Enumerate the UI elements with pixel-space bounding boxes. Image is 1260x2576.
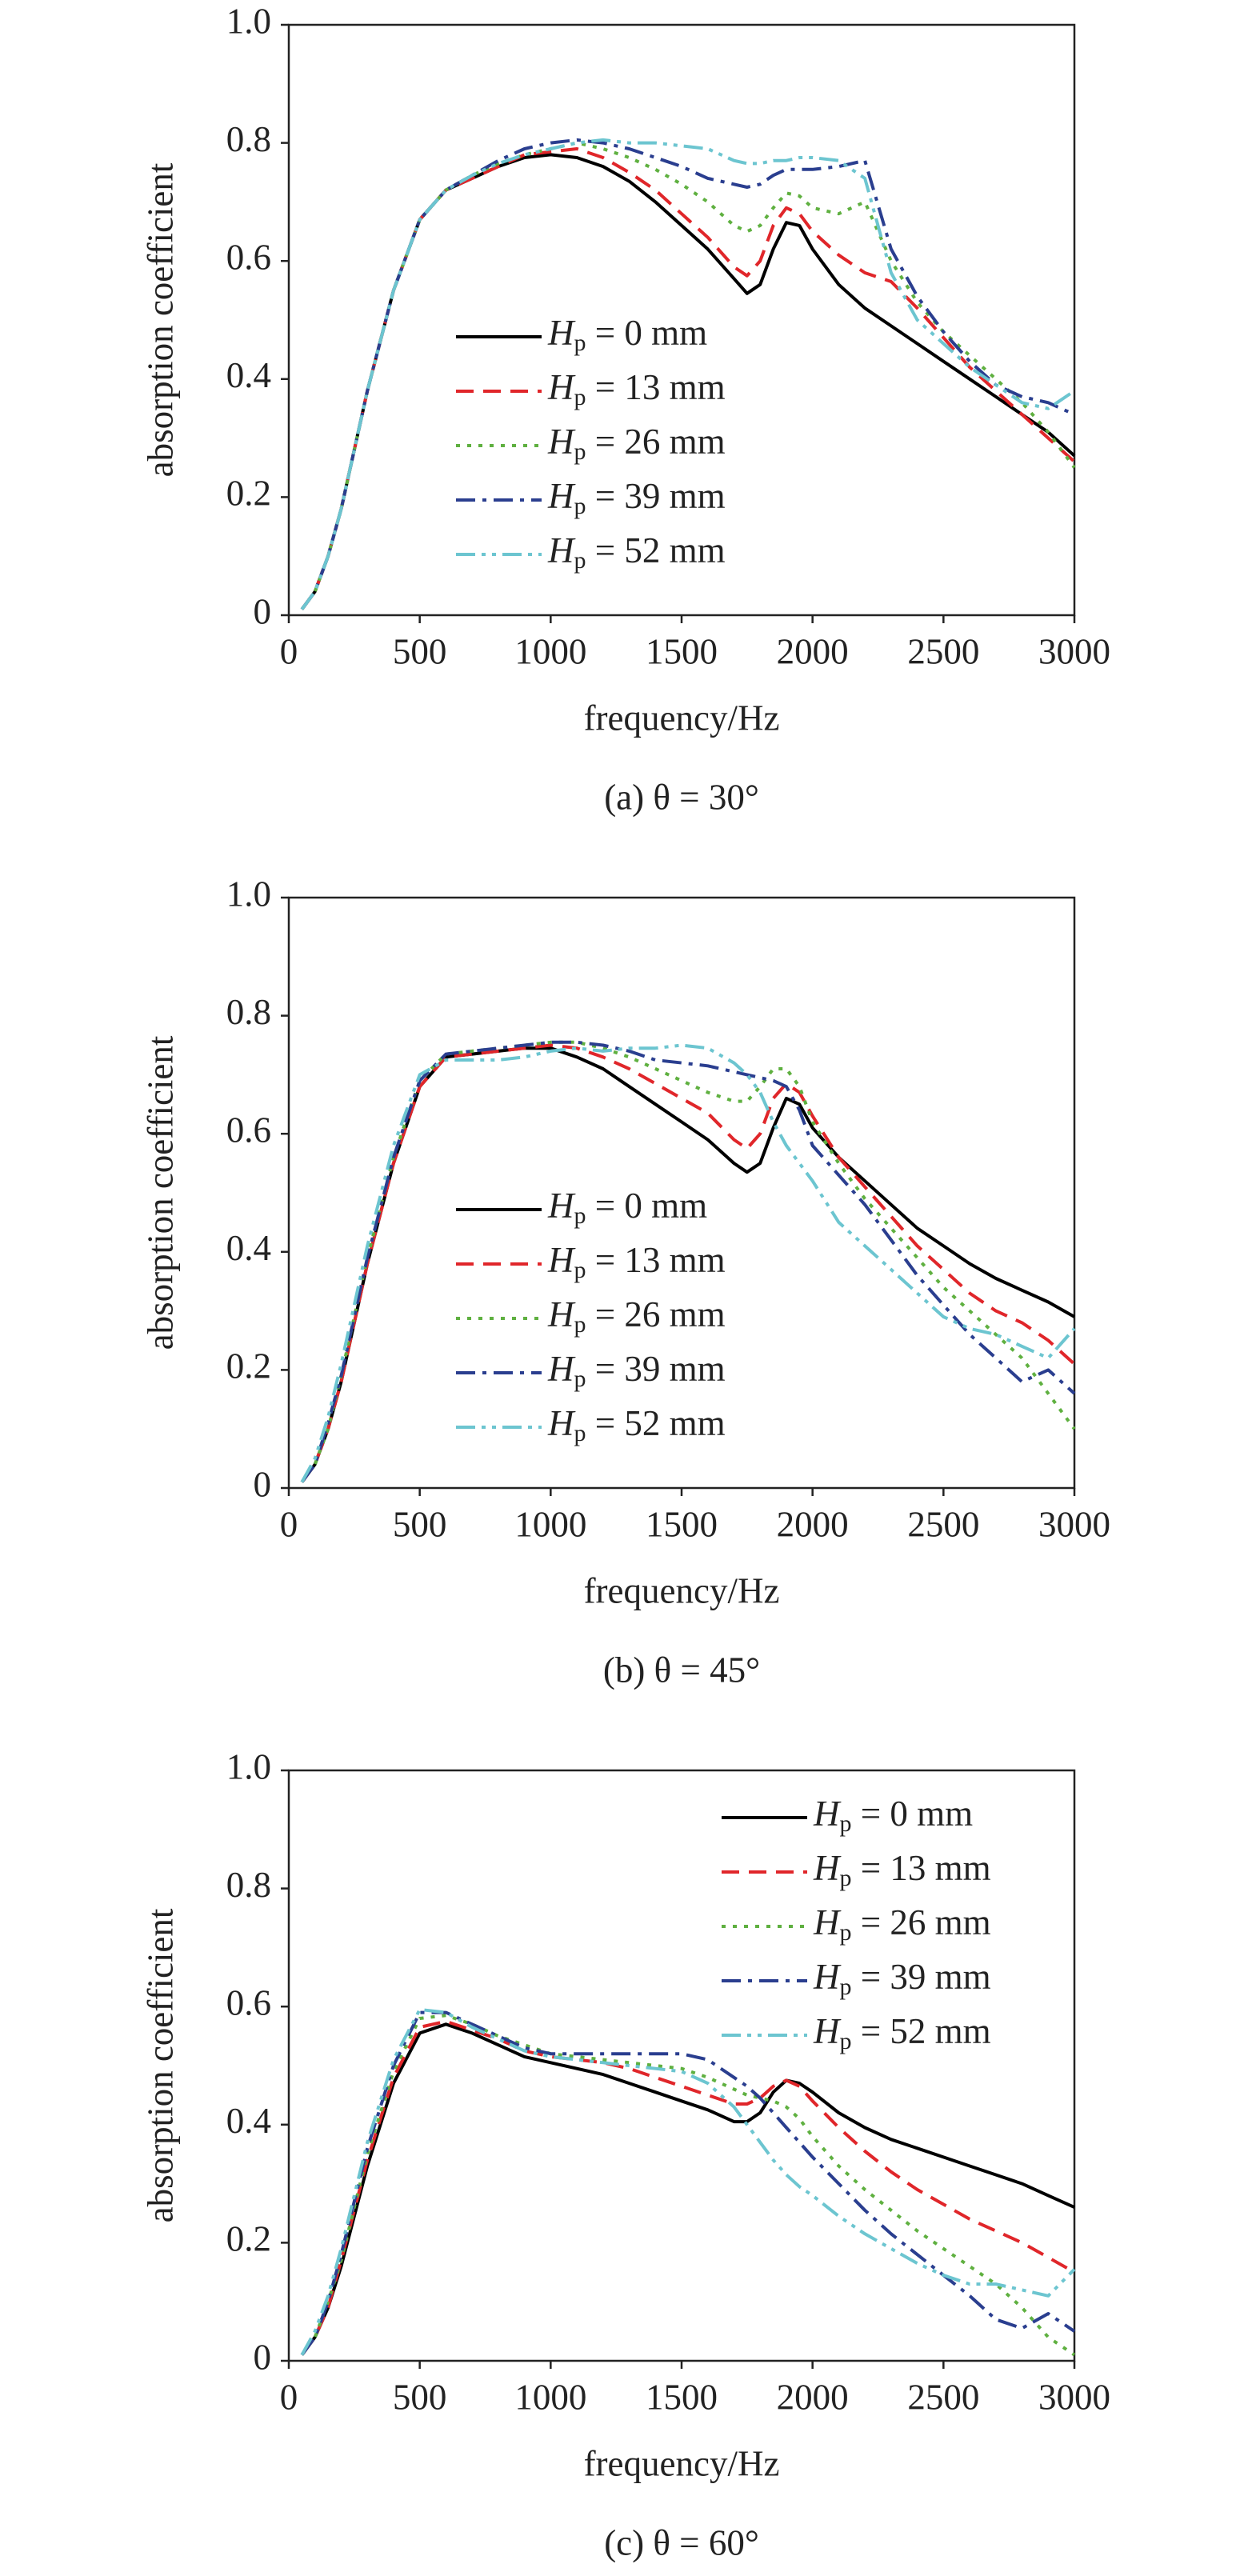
x-tick-label: 0	[280, 631, 298, 671]
series-line	[300, 1043, 1076, 1483]
x-tick-label: 500	[393, 1504, 447, 1544]
x-tick-label: 1500	[646, 2377, 718, 2417]
caption: (a) θ = 30°	[604, 777, 759, 817]
y-tick-label: 0.4	[226, 1228, 271, 1268]
x-tick-label: 1000	[514, 2377, 586, 2417]
y-tick-label: 0.2	[226, 474, 271, 514]
legend-label: Hp = 52 mm	[813, 2011, 991, 2054]
x-tick-label: 1000	[514, 1504, 586, 1544]
x-tick-label: 3000	[1038, 631, 1110, 671]
y-axis-label: absorption coefficient	[140, 1035, 180, 1350]
y-tick-label: 1.0	[226, 874, 271, 914]
y-tick-label: 0.8	[226, 1865, 271, 1905]
y-axis-label: absorption coefficient	[140, 162, 180, 477]
x-tick-label: 3000	[1038, 1504, 1110, 1544]
series-line	[300, 2019, 1075, 2356]
legend-label: Hp = 13 mm	[547, 367, 726, 410]
series-line	[300, 1043, 1076, 1483]
y-tick-label: 0	[254, 1464, 272, 1504]
x-axis-label: frequency/Hz	[584, 698, 780, 738]
y-tick-label: 0.8	[226, 992, 271, 1032]
legend-label: Hp = 26 mm	[547, 1294, 726, 1338]
y-tick-label: 0.2	[226, 2219, 271, 2259]
legend-label: Hp = 39 mm	[813, 1957, 991, 2000]
x-tick-label: 1500	[646, 1504, 718, 1544]
series-line	[300, 2007, 1076, 2356]
x-axis-label: frequency/Hz	[584, 1570, 780, 1610]
x-tick-label: 500	[393, 2377, 447, 2417]
series-line	[300, 1040, 1076, 1483]
x-tick-label: 500	[393, 631, 447, 671]
x-tick-label: 2500	[907, 1504, 979, 1544]
legend-label: Hp = 52 mm	[547, 1403, 726, 1446]
legend-label: Hp = 13 mm	[813, 1848, 991, 1891]
series-line	[300, 2010, 1076, 2356]
legend-label: Hp = 39 mm	[547, 1349, 726, 1392]
x-axis-label: frequency/Hz	[584, 2443, 780, 2483]
y-tick-label: 0.6	[226, 1983, 271, 2023]
legend-label: Hp = 0 mm	[547, 313, 707, 356]
y-tick-label: 0.6	[226, 1110, 271, 1150]
legend-label: Hp = 13 mm	[547, 1240, 726, 1283]
y-tick-label: 0.4	[226, 355, 271, 395]
x-tick-label: 0	[280, 1504, 298, 1544]
legend-label: Hp = 52 mm	[547, 530, 726, 574]
x-tick-label: 1500	[646, 631, 718, 671]
legend-label: Hp = 26 mm	[813, 1902, 991, 1946]
y-tick-label: 0	[254, 2337, 272, 2377]
x-tick-label: 2000	[777, 1504, 849, 1544]
x-tick-label: 2000	[777, 631, 849, 671]
series-line	[300, 2022, 1075, 2356]
y-tick-label: 1.0	[226, 1, 271, 41]
x-tick-label: 1000	[514, 631, 586, 671]
y-tick-label: 0.6	[226, 238, 271, 278]
legend-label: Hp = 39 mm	[547, 476, 726, 519]
x-tick-label: 2000	[777, 2377, 849, 2417]
series-line	[300, 2014, 1076, 2357]
x-tick-label: 0	[280, 2377, 298, 2417]
x-tick-label: 3000	[1038, 2377, 1110, 2417]
legend-label: Hp = 0 mm	[547, 1186, 707, 1229]
x-tick-label: 2500	[907, 631, 979, 671]
legend-label: Hp = 0 mm	[813, 1794, 973, 1837]
y-tick-label: 0.8	[226, 119, 271, 159]
y-tick-label: 0	[254, 591, 272, 631]
series-line	[300, 138, 1076, 610]
caption: (c) θ = 60°	[604, 2522, 759, 2562]
legend-label: Hp = 26 mm	[547, 422, 726, 465]
y-tick-label: 1.0	[226, 1746, 271, 1786]
y-tick-label: 0.4	[226, 2101, 271, 2141]
y-axis-label: absorption coefficient	[140, 1908, 180, 2222]
caption: (b) θ = 45°	[603, 1650, 760, 1690]
y-tick-label: 0.2	[226, 1346, 271, 1386]
x-tick-label: 2500	[907, 2377, 979, 2417]
